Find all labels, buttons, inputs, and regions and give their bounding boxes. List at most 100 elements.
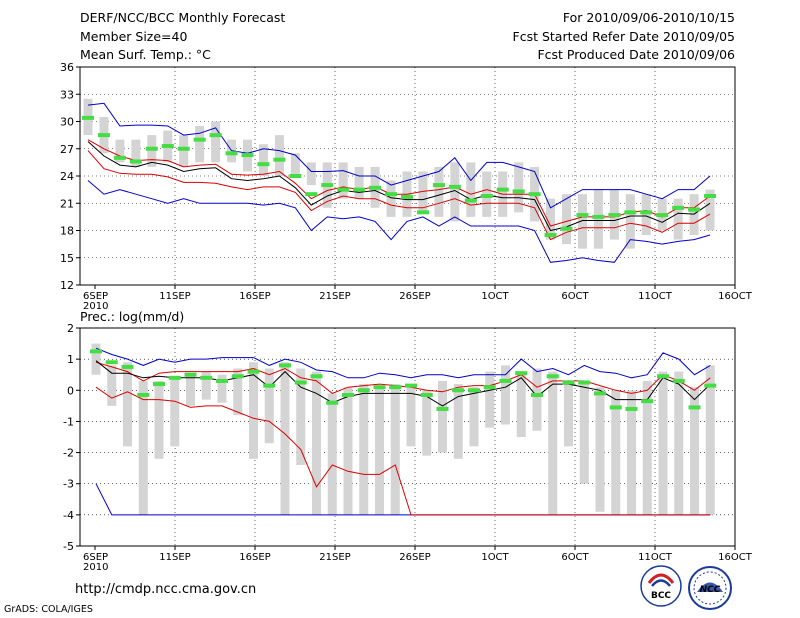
ensemble-box — [186, 374, 195, 406]
ensemble-box — [674, 371, 684, 515]
ensemble-box — [690, 387, 699, 515]
ensemble-box — [453, 384, 463, 459]
median-marker — [560, 226, 573, 231]
median-marker — [608, 213, 621, 218]
median-marker — [257, 162, 270, 167]
median-marker — [468, 388, 480, 393]
ensemble-box — [258, 144, 268, 176]
ensemble-box — [375, 387, 384, 515]
median-marker — [576, 213, 589, 218]
median-marker — [305, 192, 318, 197]
ensemble-box — [123, 362, 132, 447]
source-url[interactable]: http://cmdp.ncc.cma.gov.cn — [75, 582, 257, 597]
median-marker — [310, 374, 323, 379]
median-marker — [544, 233, 557, 238]
x-tick-label: 6OCT — [561, 552, 589, 563]
median-marker — [688, 405, 701, 410]
ensemble-box — [438, 380, 447, 453]
ensemble-box — [170, 377, 180, 447]
y-tick-label: -4 — [63, 509, 74, 522]
median-marker — [231, 374, 244, 379]
ensemble-box — [532, 368, 542, 431]
median-marker — [672, 378, 685, 383]
median-marker — [279, 363, 291, 368]
y-tick-label: 2 — [67, 322, 74, 335]
variable-label: Mean Surf. Temp.: °C — [80, 47, 211, 62]
median-marker — [337, 187, 350, 192]
ensemble-box — [595, 387, 605, 512]
ensemble-box — [673, 198, 683, 240]
y-tick-label: -3 — [63, 478, 74, 491]
ensemble-box — [217, 374, 227, 403]
x-tick-label: 11SEP — [159, 291, 190, 302]
forecast-period: For 2010/09/06-2010/10/15 — [562, 10, 735, 25]
ensemble-box — [390, 384, 400, 515]
plot-frame — [79, 327, 736, 547]
ensemble-box — [450, 162, 460, 222]
median-marker — [82, 115, 94, 120]
ensemble-box — [627, 390, 636, 515]
ensemble-box — [485, 371, 495, 428]
x-tick-label: 16OCT — [718, 552, 753, 563]
y-tick-label: 24 — [60, 170, 74, 183]
y-tick-label: -1 — [63, 415, 74, 428]
ensemble-box — [354, 166, 364, 199]
median-marker — [153, 382, 165, 387]
median-marker — [704, 193, 717, 198]
median-marker — [161, 144, 174, 149]
ensemble-box — [386, 180, 396, 217]
median-marker — [672, 205, 685, 210]
median-marker — [97, 133, 110, 138]
median-marker — [90, 349, 102, 354]
median-marker — [452, 388, 465, 393]
median-marker — [273, 157, 286, 162]
ensemble-box — [689, 194, 699, 236]
median-marker — [321, 183, 334, 188]
median-marker — [373, 385, 386, 390]
ensemble-box — [154, 380, 164, 459]
ensemble-box — [201, 371, 211, 400]
x-tick-label: 11OCT — [638, 552, 673, 563]
median-marker — [247, 369, 260, 374]
ensemble-box — [195, 126, 205, 163]
median-marker — [625, 406, 638, 411]
y-tick-label: 18 — [60, 225, 74, 238]
ensemble-box — [577, 194, 587, 249]
median-marker — [546, 374, 559, 379]
x-tick-label: 26SEP — [399, 552, 430, 563]
median-marker — [168, 375, 181, 380]
ensemble-box — [501, 365, 510, 425]
ensemble-box — [327, 393, 337, 515]
median-marker — [385, 192, 398, 197]
median-marker — [326, 400, 339, 405]
median-marker — [342, 392, 354, 397]
ensemble-box — [705, 365, 715, 515]
spread-high-line — [95, 361, 711, 394]
ensemble-box — [107, 365, 117, 406]
ensemble-box — [343, 387, 353, 515]
ensemble-box — [211, 121, 221, 163]
ensemble-box — [593, 189, 603, 249]
envelope-high-line — [87, 102, 711, 209]
ensemble-box — [91, 343, 101, 375]
median-marker — [200, 375, 213, 380]
median-marker — [464, 198, 477, 203]
ensemble-box — [115, 139, 125, 163]
grads-credit: GrADS: COLA/IGES — [4, 604, 93, 615]
y-tick-label: -2 — [63, 447, 74, 460]
member-size: Member Size=40 — [80, 29, 188, 44]
median-marker — [562, 380, 575, 385]
ensemble-box — [642, 380, 652, 515]
median-marker — [105, 360, 118, 365]
median-marker — [594, 391, 606, 396]
spread-low-line — [95, 386, 711, 516]
median-marker — [448, 184, 461, 189]
ensemble-box — [312, 371, 321, 515]
y-tick-label: 30 — [60, 116, 74, 129]
forecast-start-date: Fcst Started Refer Date 2010/09/05 — [512, 29, 736, 44]
ensemble-box — [546, 198, 556, 240]
median-marker — [357, 388, 370, 393]
ensemble-box — [469, 387, 479, 447]
median-marker — [225, 151, 238, 156]
